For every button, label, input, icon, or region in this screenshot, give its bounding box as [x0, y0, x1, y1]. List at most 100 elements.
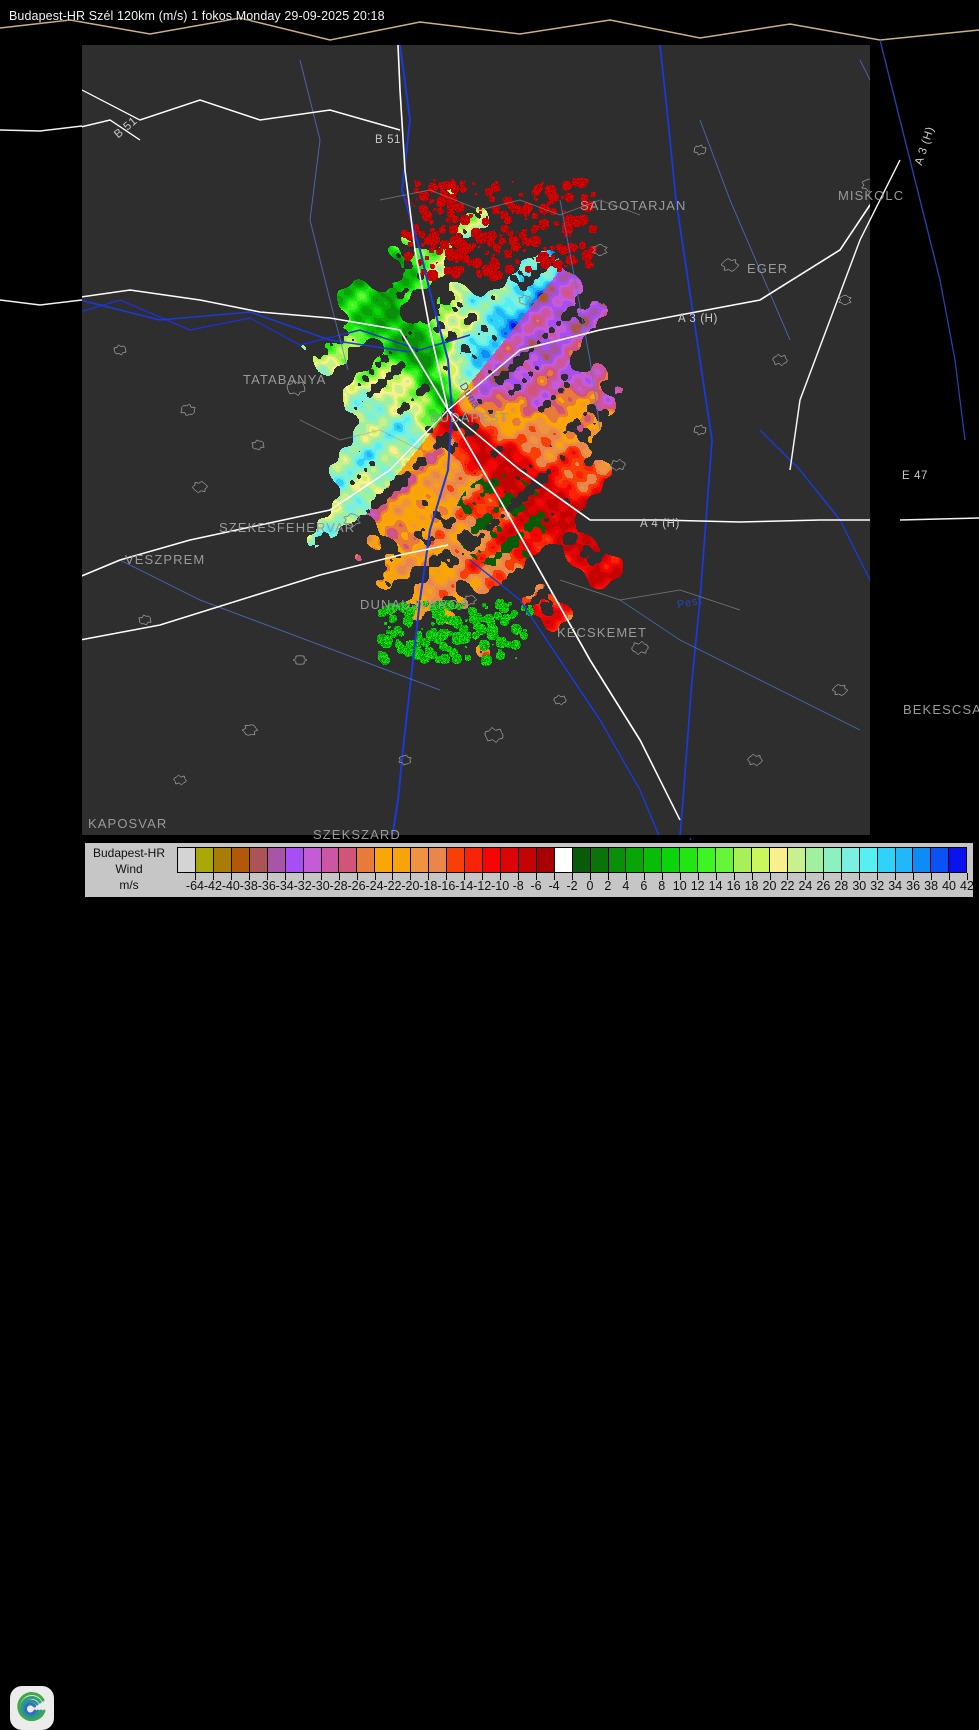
- page-title: Budapest-HR Szél 120km (m/s) 1 fokos Mon…: [9, 9, 385, 23]
- tick-label-21: -2: [566, 879, 578, 893]
- color-swatch-8[interactable]: [321, 848, 340, 872]
- tick-23: [607, 873, 609, 880]
- color-swatch-9[interactable]: [339, 848, 358, 872]
- color-swatch-0[interactable]: [178, 848, 196, 872]
- tick-label-17: -10: [491, 879, 510, 893]
- color-swatch-10[interactable]: [357, 848, 376, 872]
- tick-label-0: -64: [185, 879, 204, 893]
- color-swatch-21[interactable]: [554, 848, 573, 872]
- color-swatch-39[interactable]: [877, 848, 896, 872]
- color-swatch-31[interactable]: [734, 848, 752, 872]
- tick-41: [931, 873, 933, 880]
- tick-label-22: 0: [586, 879, 594, 893]
- tick-label-35: 26: [816, 879, 831, 893]
- road-label-2: A 3 (H): [678, 313, 718, 325]
- tick-label-4: -36: [257, 879, 276, 893]
- color-swatch-17[interactable]: [482, 848, 501, 872]
- tick-label-23: 2: [604, 879, 612, 893]
- color-swatch-35[interactable]: [805, 848, 824, 872]
- color-swatch-23[interactable]: [590, 848, 609, 872]
- tick-label-29: 14: [708, 879, 723, 893]
- tick-label-2: -40: [221, 879, 240, 893]
- color-swatch-38[interactable]: [859, 848, 878, 872]
- tick-label-14: -16: [437, 879, 456, 893]
- color-swatch-36[interactable]: [823, 848, 842, 872]
- color-swatch-11[interactable]: [375, 848, 394, 872]
- color-scale-tick-labels: -64 -42 -40 -38 -36 -34 -32 -30 -28 -26 -24 -22 -20-…: [177, 879, 974, 897]
- tick-label-7: -30: [311, 879, 330, 893]
- tick-label-16: -12: [473, 879, 492, 893]
- tick-43: [967, 873, 968, 880]
- legend-caption-site: Budapest-HR: [92, 846, 166, 860]
- color-scale-ticks: [177, 873, 968, 881]
- color-swatch-7[interactable]: [303, 848, 322, 872]
- color-swatch-37[interactable]: [841, 848, 860, 872]
- color-swatch-19[interactable]: [518, 848, 537, 872]
- color-swatch-26[interactable]: [644, 848, 663, 872]
- tick-15: [464, 873, 466, 880]
- tick-26: [661, 873, 663, 880]
- tick-label-40: 36: [906, 879, 921, 893]
- color-swatch-2[interactable]: [213, 848, 232, 872]
- tick-42: [949, 873, 951, 880]
- color-swatch-33[interactable]: [769, 848, 788, 872]
- color-swatch-29[interactable]: [698, 848, 717, 872]
- tick-20: [554, 873, 556, 880]
- road-label-4: A 4 (H): [640, 518, 680, 530]
- tick-label-10: -24: [365, 879, 384, 893]
- color-swatch-25[interactable]: [626, 848, 645, 872]
- color-swatch-18[interactable]: [500, 848, 519, 872]
- color-swatch-14[interactable]: [429, 848, 448, 872]
- color-swatch-40[interactable]: [895, 848, 914, 872]
- tick-11: [392, 873, 394, 880]
- tick-3: [248, 873, 250, 880]
- tick-label-1: -42: [203, 879, 222, 893]
- tick-label-36: 28: [834, 879, 849, 893]
- color-swatch-3[interactable]: [231, 848, 250, 872]
- color-swatch-16[interactable]: [465, 848, 483, 872]
- tick-label-42: 40: [942, 879, 956, 893]
- color-scale[interactable]: [177, 847, 967, 873]
- tick-label-15: -14: [455, 879, 474, 893]
- color-swatch-24[interactable]: [608, 848, 627, 872]
- legend-panel: Budapest-HR Wind m/s -64 -42 -40 -38 -36 -34-…: [85, 843, 974, 897]
- tick-18: [518, 873, 520, 880]
- color-swatch-1[interactable]: [195, 848, 214, 872]
- tick-36: [841, 873, 843, 880]
- tick-40: [913, 873, 915, 880]
- radar-reflectivity-canvas[interactable]: [0, 0, 979, 840]
- color-swatch-4[interactable]: [249, 848, 268, 872]
- tick-37: [859, 873, 861, 880]
- color-swatch-27[interactable]: [662, 848, 681, 872]
- road-label-5: E 47: [902, 470, 929, 482]
- tick-label-27: 10: [672, 879, 687, 893]
- tick-27: [679, 873, 681, 880]
- tick-33: [787, 873, 789, 880]
- color-swatch-13[interactable]: [411, 848, 430, 872]
- color-swatch-22[interactable]: [572, 848, 591, 872]
- color-swatch-34[interactable]: [787, 848, 806, 872]
- tick-label-9: -26: [347, 879, 366, 893]
- color-swatch-15[interactable]: [447, 848, 465, 872]
- color-swatch-30[interactable]: [716, 848, 735, 872]
- color-swatch-42[interactable]: [931, 848, 950, 872]
- color-swatch-5[interactable]: [267, 848, 286, 872]
- tick-22: [589, 873, 591, 880]
- color-swatch-12[interactable]: [393, 848, 412, 872]
- tick-21: [572, 873, 573, 880]
- color-swatch-20[interactable]: [536, 848, 555, 872]
- tick-label-12: -20: [401, 879, 420, 893]
- meteo-spiral-logo[interactable]: [10, 1686, 54, 1730]
- tick-label-30: 16: [726, 879, 741, 893]
- tick-24: [625, 873, 627, 880]
- color-swatch-28[interactable]: [680, 848, 699, 872]
- tick-2: [230, 873, 232, 880]
- color-swatch-41[interactable]: [913, 848, 932, 872]
- color-swatch-43[interactable]: [949, 848, 967, 872]
- tick-label-6: -32: [293, 879, 312, 893]
- color-swatch-32[interactable]: [752, 848, 770, 872]
- radar-map-panel[interactable]: Budapest-HR Szél 120km (m/s) 1 fokos Mon…: [0, 0, 979, 840]
- tick-29: [715, 873, 717, 880]
- color-swatch-6[interactable]: [285, 848, 304, 872]
